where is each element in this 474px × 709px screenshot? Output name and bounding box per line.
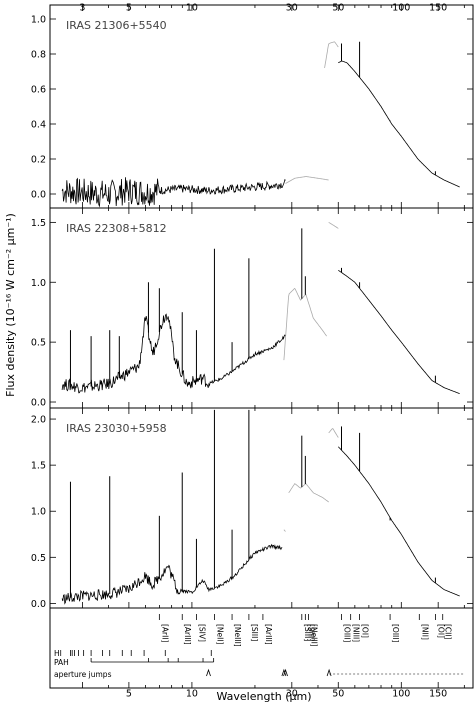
- line-id-label: [SIII]: [250, 624, 259, 641]
- x-tick-label-top: 30: [286, 2, 298, 13]
- x-tick-label-top: 10: [186, 2, 198, 13]
- line-id-label: [NII]: [420, 624, 429, 640]
- line-id-label: [CII]: [444, 624, 453, 640]
- spectrum-series: [283, 529, 286, 532]
- spectrum-series: [324, 41, 339, 69]
- y-tick-label: 1.0: [31, 278, 46, 289]
- y-tick-label: 0.2: [31, 155, 46, 166]
- x-tick-label-bottom: 150: [429, 688, 447, 699]
- spectrum-series: [283, 287, 327, 361]
- panel-3: 0.0 0.5 1.0 1.5 2.0 IRAS 23030+5958: [31, 407, 474, 610]
- pah-row-label: PAH: [54, 658, 69, 667]
- y-tick-label: 0.5: [31, 553, 46, 564]
- y-tick-label: 1.5: [31, 461, 46, 472]
- y-tick-label: 1.0: [31, 15, 46, 26]
- line-id-label: [ArIII]: [183, 624, 192, 645]
- line-id-label: [ArII]: [160, 624, 169, 643]
- x-tick-label-top: 5: [126, 2, 132, 13]
- spectrum-series: [328, 222, 339, 229]
- panel-1: 0.0 0.2 0.4 0.6 0.8 1.0 IRAS 21306+5540: [31, 4, 474, 209]
- spectrum-series: [61, 313, 286, 394]
- line-id-label: [SiII]: [306, 624, 315, 641]
- y-axis-label: Flux density (10⁻¹⁶ W cm⁻² μm⁻¹): [4, 213, 17, 397]
- line-id-label: [NeIII]: [309, 624, 318, 647]
- panel-2: 0.0 0.5 1.0 1.5 IRAS 22308+5812: [31, 207, 474, 409]
- x-axis-label: Wavelength (μm): [216, 690, 311, 703]
- aperture-jump-marker: [326, 668, 332, 677]
- y-tick-label: 1.5: [31, 218, 46, 229]
- y-tick-label: 0.5: [31, 338, 46, 349]
- x-tick-label-bottom: 100: [392, 688, 410, 699]
- spectrum-series: [61, 543, 283, 605]
- panel-frame: [49, 407, 474, 609]
- spectrum-series: [61, 177, 286, 208]
- panel-title: IRAS 21306+5540: [66, 19, 167, 32]
- line-id-label: [ArIII]: [264, 624, 273, 645]
- y-tick-label: 1.0: [31, 507, 46, 518]
- hi-row-label: HI: [54, 649, 62, 658]
- spectrum-series: [285, 176, 329, 184]
- line-id-label: [SIII]: [303, 624, 312, 641]
- y-tick-label: 0.6: [31, 85, 46, 96]
- y-tick-label: 0.0: [31, 190, 46, 201]
- line-identification-panel: [ArII] [ArIII] [SIV] [NeII] [NeIII] [SIII] [Ar…: [49, 607, 474, 699]
- line-id-label: [NeII]: [215, 624, 224, 645]
- y-tick-label: 0.8: [31, 50, 46, 61]
- spectrum-series: [288, 483, 329, 503]
- y-tick-label: 2.0: [31, 415, 46, 426]
- x-tick-label-top: 100: [392, 2, 410, 13]
- y-tick-label: 0.4: [31, 120, 46, 131]
- y-tick-label: 0.0: [31, 398, 46, 409]
- line-id-label: [NeIII]: [233, 624, 242, 647]
- panel-frame: [49, 4, 474, 209]
- x-tick-label-bottom: 30: [286, 688, 298, 699]
- spectrum-series: [338, 269, 460, 394]
- panels: 0.0 0.2 0.4 0.6 0.8 1.0 IRAS 21306+5540 0.0 0.5 1…: [31, 2, 474, 610]
- line-id-label: [SIV]: [197, 624, 206, 642]
- aperture-row-label: aperture jumps: [54, 670, 112, 679]
- line-id-label: [OI]: [361, 624, 370, 638]
- line-id-label: [OIII]: [391, 624, 400, 642]
- y-tick-label: 0.0: [31, 599, 46, 610]
- line-id-label: [NIII]: [352, 624, 361, 642]
- spectrum-series: [337, 446, 460, 597]
- panel-title: IRAS 23030+5958: [66, 422, 167, 435]
- aperture-jump-marker: [206, 668, 211, 677]
- spectrum-series: [328, 427, 339, 438]
- panel-title: IRAS 22308+5812: [66, 222, 167, 235]
- x-tick-label-top: 3: [79, 2, 85, 13]
- x-tick-label-bottom: 5: [126, 688, 132, 699]
- top-tick-labels: 3 5 10 30 50 100 150: [79, 2, 447, 13]
- id-panel-frame: [49, 607, 474, 689]
- spectrum-series: [338, 60, 460, 188]
- x-tick-label-top: 150: [429, 2, 447, 13]
- line-id-label: [OI]: [436, 624, 445, 638]
- x-tick-label-bottom: 10: [186, 688, 198, 699]
- aperture-jump-marker: [281, 668, 287, 677]
- x-tick-label-bottom: 50: [332, 688, 344, 699]
- x-tick-label-top: 50: [332, 2, 344, 13]
- aperture-jump-marker: [283, 668, 288, 677]
- line-id-label: [OIII]: [342, 624, 351, 642]
